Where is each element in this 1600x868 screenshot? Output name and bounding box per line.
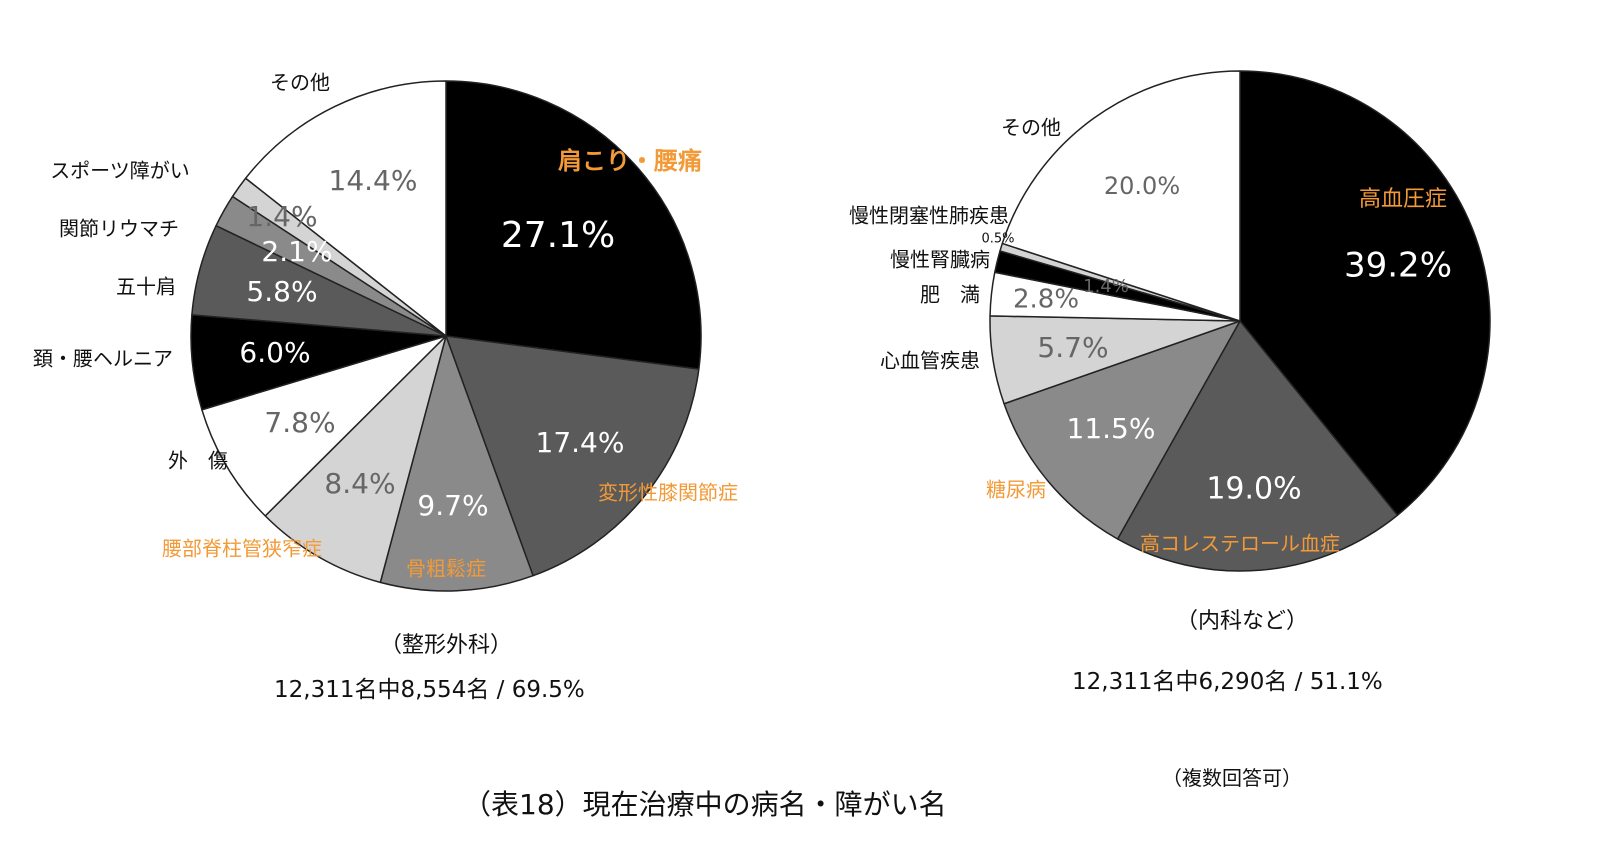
ortho-slice-1: [445, 335, 700, 577]
ortho-value-label-6: 5.8%: [246, 275, 317, 308]
chart-title-orthopedics: （整形外科）: [380, 633, 513, 658]
ortho-value-label-9: 14.4%: [329, 164, 418, 197]
ortho-value-label-1: 17.4%: [536, 426, 625, 459]
intmed-slice-2: [1003, 320, 1241, 540]
ortho-category-label-9: その他: [270, 71, 330, 95]
intmed-slice-7: [1001, 70, 1241, 322]
intmed-slice-1: [1116, 320, 1399, 572]
ortho-category-label-0: 肩こり・腰痛: [558, 147, 702, 175]
ortho-category-label-3: 腰部脊柱管狭窄症: [162, 537, 322, 561]
ortho-value-label-0: 27.1%: [501, 215, 615, 256]
multiple-answers-note: （複数回答可）: [1162, 766, 1302, 790]
ortho-value-label-7: 2.1%: [261, 235, 332, 268]
ortho-value-label-3: 8.4%: [324, 467, 395, 500]
ortho-slices: [190, 80, 702, 592]
intmed-value-label-1: 19.0%: [1206, 472, 1301, 507]
intmed-value-label-5: 1.4%: [1083, 276, 1129, 297]
intmed-category-label-3: 心血管疾患: [880, 349, 980, 373]
ortho-value-label-5: 6.0%: [239, 336, 310, 369]
ortho-slice-4: [201, 335, 447, 517]
ortho-labels: 27.1% 肩こり・腰痛 17.4% 変形性膝関節症 9.7% 骨粗鬆症 8.4% 腰部脊柱管…: [33, 71, 738, 581]
ortho-value-label-4: 7.8%: [264, 406, 335, 439]
intmed-value-label-2: 11.5%: [1067, 412, 1156, 445]
ortho-category-label-6: 五十肩: [116, 275, 176, 299]
intmed-category-label-7: その他: [1001, 116, 1061, 140]
ortho-slice-2: [379, 335, 534, 592]
intmed-category-label-0: 高血圧症: [1359, 187, 1447, 212]
ortho-category-label-7: 関節リウマチ: [59, 217, 179, 241]
ortho-category-label-2: 骨粗鬆症: [406, 557, 486, 581]
intmed-value-label-7: 20.0%: [1104, 172, 1180, 200]
intmed-labels: 39.2% 高血圧症 19.0% 高コレステロール血症 11.5% 糖尿病 5.7% 心血管疾…: [849, 116, 1452, 556]
intmed-slices: [989, 70, 1491, 572]
ortho-category-label-5: 頚・腰ヘルニア: [33, 347, 173, 371]
intmed-category-label-5: 慢性腎臓病: [890, 248, 990, 272]
intmed-value-label-3: 5.7%: [1037, 331, 1108, 364]
intmed-value-label-6: 0.5%: [981, 232, 1014, 247]
intmed-category-label-6: 慢性閉塞性肺疾患: [849, 204, 1009, 228]
ortho-category-label-4: 外 傷: [168, 449, 228, 473]
intmed-category-label-2: 糖尿病: [986, 478, 1046, 502]
ortho-category-label-1: 変形性膝関節症: [598, 481, 738, 505]
chart-subtitle-orthopedics: 12,311名中8,554名 / 69.5%: [274, 677, 585, 703]
ortho-slice-9: [244, 80, 447, 337]
figure-caption: （表18）現在治療中の病名・障がい名: [463, 788, 947, 821]
chart-title-internal: （内科など）: [1176, 609, 1309, 634]
ortho-category-label-8: スポーツ障がい: [50, 159, 190, 183]
intmed-slice-0: [1239, 70, 1491, 516]
ortho-slice-0: [445, 80, 702, 370]
ortho-value-label-8: 1.4%: [246, 200, 317, 233]
intmed-category-label-4: 肥 満: [920, 283, 980, 307]
intmed-value-label-0: 39.2%: [1344, 246, 1452, 286]
intmed-value-label-4: 2.8%: [1013, 285, 1079, 315]
ortho-value-label-2: 9.7%: [417, 489, 488, 522]
chart-subtitle-internal: 12,311名中6,290名 / 51.1%: [1072, 669, 1383, 695]
ortho-slice-3: [264, 335, 447, 584]
intmed-category-label-1: 高コレステロール血症: [1140, 532, 1340, 556]
